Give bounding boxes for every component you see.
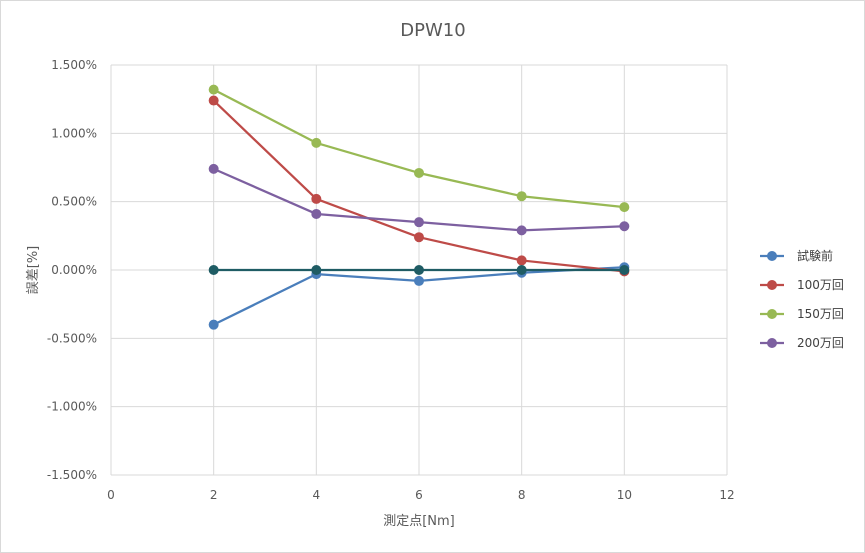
data-point: [414, 167, 424, 178]
y-tick-label: 0.000%: [51, 263, 97, 277]
data-point: [516, 225, 527, 236]
legend-marker-0: [767, 251, 777, 261]
legend: 試験前 100万回 150万回 200万回: [760, 248, 844, 350]
data-point: [208, 84, 219, 95]
legend-marker-2: [767, 309, 777, 319]
legend-marker-1: [767, 280, 777, 290]
x-tick-label: 2: [210, 488, 218, 502]
legend-label: 100万回: [797, 278, 844, 292]
x-tick-label: 8: [518, 488, 526, 502]
chart-title: DPW10: [400, 20, 465, 41]
legend-label: 試験前: [797, 248, 833, 263]
series-2: [208, 84, 630, 213]
zero-reference-series: [208, 265, 630, 275]
y-tick-label: -0.500%: [47, 331, 97, 345]
legend-label: 150万回: [797, 307, 844, 321]
x-tick-label: 4: [313, 488, 321, 502]
y-axis-title: 誤差[%]: [25, 246, 41, 295]
axes: 0 2 4 6 8 10 12 1.500% 1.000% 0.500% 0.000% -0.500%…: [47, 58, 735, 502]
legend-item: 100万回: [760, 278, 844, 292]
legend-label: 200万回: [797, 336, 844, 350]
x-tick-label: 0: [107, 488, 115, 502]
y-tick-label: 1.500%: [51, 58, 97, 72]
data-point: [516, 255, 527, 266]
data-point: [516, 265, 527, 275]
legend-item: 200万回: [760, 336, 844, 350]
data-point: [208, 265, 219, 275]
data-point: [208, 163, 219, 174]
data-point: [414, 217, 424, 228]
data-point: [311, 137, 322, 148]
data-point: [311, 193, 322, 204]
data-point: [414, 275, 424, 286]
data-point: [414, 232, 424, 243]
legend-marker-3: [767, 338, 777, 348]
data-point: [414, 265, 424, 275]
y-tick-label: -1.500%: [47, 468, 97, 482]
data-point: [619, 221, 630, 232]
data-point: [311, 265, 322, 275]
data-point: [619, 265, 630, 275]
x-tick-label: 10: [617, 488, 632, 502]
y-tick-label: 0.500%: [51, 195, 97, 209]
data-point: [311, 208, 322, 219]
x-axis-title: 測定点[Nm]: [383, 514, 455, 529]
x-tick-label: 6: [415, 488, 423, 502]
x-tick-label: 12: [719, 488, 734, 502]
legend-item: 試験前: [760, 248, 833, 263]
y-tick-label: -1.000%: [47, 400, 97, 414]
legend-item: 150万回: [760, 307, 844, 321]
series-3: [208, 163, 630, 236]
data-point: [619, 202, 630, 213]
data-point: [516, 191, 527, 202]
series-lines: [208, 84, 630, 330]
y-tick-label: 1.000%: [51, 126, 97, 140]
data-point: [208, 319, 219, 330]
data-point: [208, 95, 219, 106]
